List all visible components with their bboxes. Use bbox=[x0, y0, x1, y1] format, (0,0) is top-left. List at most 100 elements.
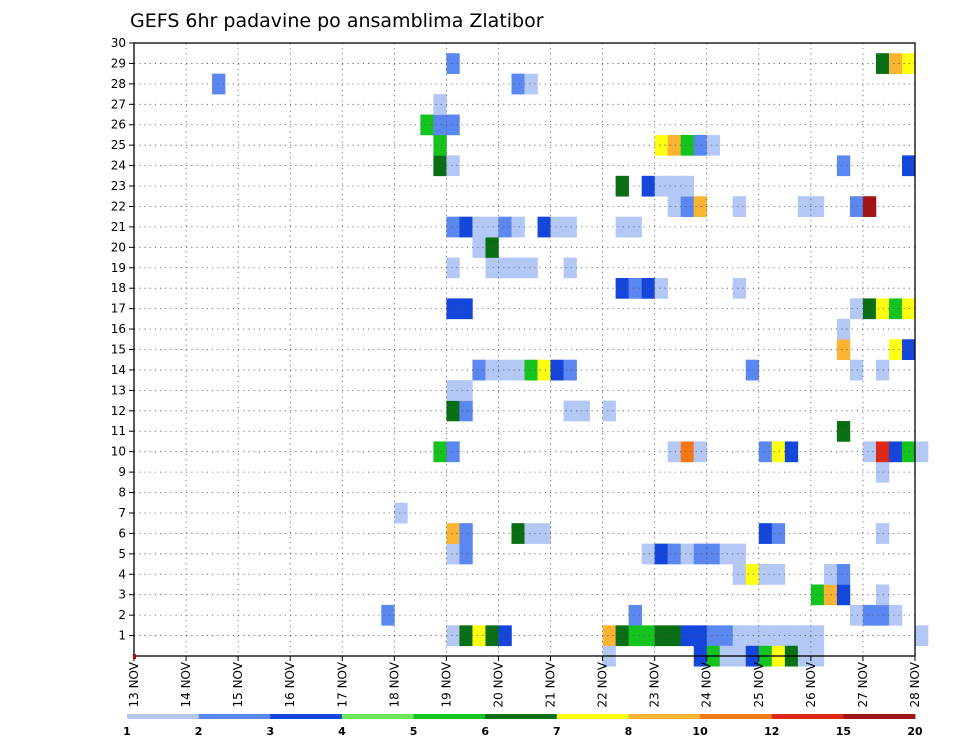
heatmap-cell bbox=[459, 380, 473, 401]
heatmap-cell bbox=[680, 441, 695, 463]
heatmap-cell bbox=[888, 604, 903, 626]
y-tick-label: 24 bbox=[111, 159, 126, 173]
heatmap-cell bbox=[901, 441, 916, 463]
legend-swatch bbox=[628, 714, 701, 719]
y-tick-label: 19 bbox=[111, 261, 126, 275]
heatmap-cell bbox=[667, 625, 681, 647]
heatmap-cell bbox=[836, 318, 851, 340]
heatmap-cell bbox=[693, 134, 708, 156]
heatmap-cell bbox=[511, 359, 525, 381]
heatmap-cell bbox=[212, 73, 226, 95]
heatmap-cell bbox=[654, 134, 668, 156]
heatmap-cell bbox=[446, 625, 460, 647]
y-tick-label: 26 bbox=[111, 118, 126, 132]
heatmap-cell bbox=[888, 441, 903, 463]
heatmap-cell bbox=[485, 359, 499, 381]
heatmap-cell bbox=[446, 523, 460, 544]
heatmap-cell bbox=[836, 339, 851, 361]
heatmap-cell bbox=[459, 543, 473, 565]
heatmap-cell bbox=[667, 196, 681, 217]
heatmap-cell bbox=[550, 359, 564, 381]
heatmap-cell bbox=[693, 441, 708, 463]
legend-label: 2 bbox=[195, 725, 203, 738]
x-tick-label: 16 NOV bbox=[283, 661, 297, 707]
heatmap-cell bbox=[784, 441, 799, 463]
heatmap-cell bbox=[901, 155, 916, 177]
y-tick-label: 3 bbox=[118, 588, 126, 602]
heatmap-cell bbox=[875, 298, 890, 320]
y-tick-label: 28 bbox=[111, 77, 126, 91]
y-tick-label: 9 bbox=[118, 465, 126, 479]
legend-swatch bbox=[771, 714, 844, 719]
heatmap-cell bbox=[706, 543, 721, 565]
x-tick-label: 23 NOV bbox=[648, 661, 662, 707]
y-tick-label: 14 bbox=[111, 363, 126, 377]
heatmap-cell bbox=[563, 257, 577, 279]
legend-swatch bbox=[485, 714, 558, 719]
heatmap-cell bbox=[849, 196, 864, 217]
heatmap-cell bbox=[680, 134, 695, 156]
legend-swatch bbox=[341, 714, 414, 719]
heatmap-cell bbox=[511, 216, 525, 238]
heatmap-cell bbox=[849, 359, 864, 381]
heatmap-cell bbox=[810, 196, 825, 217]
y-tick-label: 22 bbox=[111, 199, 126, 213]
heatmap-cell bbox=[862, 441, 877, 463]
heatmap-cell bbox=[732, 564, 747, 585]
heatmap-cell bbox=[875, 359, 890, 381]
heatmap-cell bbox=[446, 543, 460, 565]
heatmap-cell bbox=[563, 359, 577, 381]
heatmap-cell bbox=[758, 564, 773, 585]
heatmap-cell bbox=[628, 277, 642, 299]
y-tick-label: 16 bbox=[111, 322, 126, 336]
heatmap-cell bbox=[719, 543, 734, 565]
heatmap-cell bbox=[472, 216, 486, 238]
heatmap-cell bbox=[550, 216, 564, 238]
heatmap-cell bbox=[459, 400, 473, 422]
heatmap-cell bbox=[654, 277, 668, 299]
heatmap-cell bbox=[446, 257, 460, 279]
legend-label: 20 bbox=[907, 725, 923, 738]
legend-label: 3 bbox=[266, 725, 274, 738]
heatmap-cell bbox=[394, 502, 408, 524]
heatmap-cell bbox=[680, 625, 695, 647]
heatmap-cell bbox=[615, 216, 629, 238]
legend-label: 12 bbox=[764, 725, 779, 738]
heatmap-cell bbox=[524, 73, 538, 95]
y-tick-label: 27 bbox=[111, 97, 126, 111]
y-tick-label: 29 bbox=[111, 56, 126, 70]
heatmap-cell bbox=[875, 53, 890, 74]
x-tick-label: 17 NOV bbox=[335, 661, 349, 707]
legend-label: 1 bbox=[123, 725, 131, 738]
legend-label: 6 bbox=[481, 725, 489, 738]
heatmap-cell bbox=[498, 216, 512, 238]
y-tick-label: 10 bbox=[111, 445, 126, 459]
heatmap-cell bbox=[836, 584, 851, 606]
heatmap-cell bbox=[446, 53, 460, 74]
heatmap-cell bbox=[628, 216, 642, 238]
heatmap-cell bbox=[511, 73, 525, 95]
x-tick-label: 27 NOV bbox=[856, 661, 870, 707]
heatmap-cell bbox=[888, 298, 903, 320]
heatmap-cell bbox=[706, 134, 721, 156]
heatmap-cell bbox=[498, 257, 512, 279]
y-tick-label: 20 bbox=[111, 240, 126, 254]
heatmap-cell bbox=[745, 359, 760, 381]
heatmap-cell bbox=[732, 277, 747, 299]
heatmap-cell bbox=[381, 604, 395, 626]
heatmap-cell bbox=[563, 216, 577, 238]
heatmap-cell bbox=[628, 625, 642, 647]
heatmap-cell bbox=[719, 625, 734, 647]
x-tick-label: 22 NOV bbox=[596, 661, 610, 707]
y-tick-label: 7 bbox=[118, 506, 126, 520]
heatmap-cell bbox=[602, 625, 616, 647]
heatmap-cell bbox=[758, 523, 773, 544]
legend-swatch bbox=[198, 714, 271, 719]
heatmap-cell bbox=[771, 625, 786, 647]
heatmap-cell bbox=[836, 421, 851, 442]
heatmap-cell bbox=[862, 298, 877, 320]
heatmap-cell bbox=[706, 625, 721, 647]
heatmap-cell bbox=[537, 359, 551, 381]
legend-swatch bbox=[843, 714, 916, 719]
heatmap-cell bbox=[654, 175, 668, 197]
